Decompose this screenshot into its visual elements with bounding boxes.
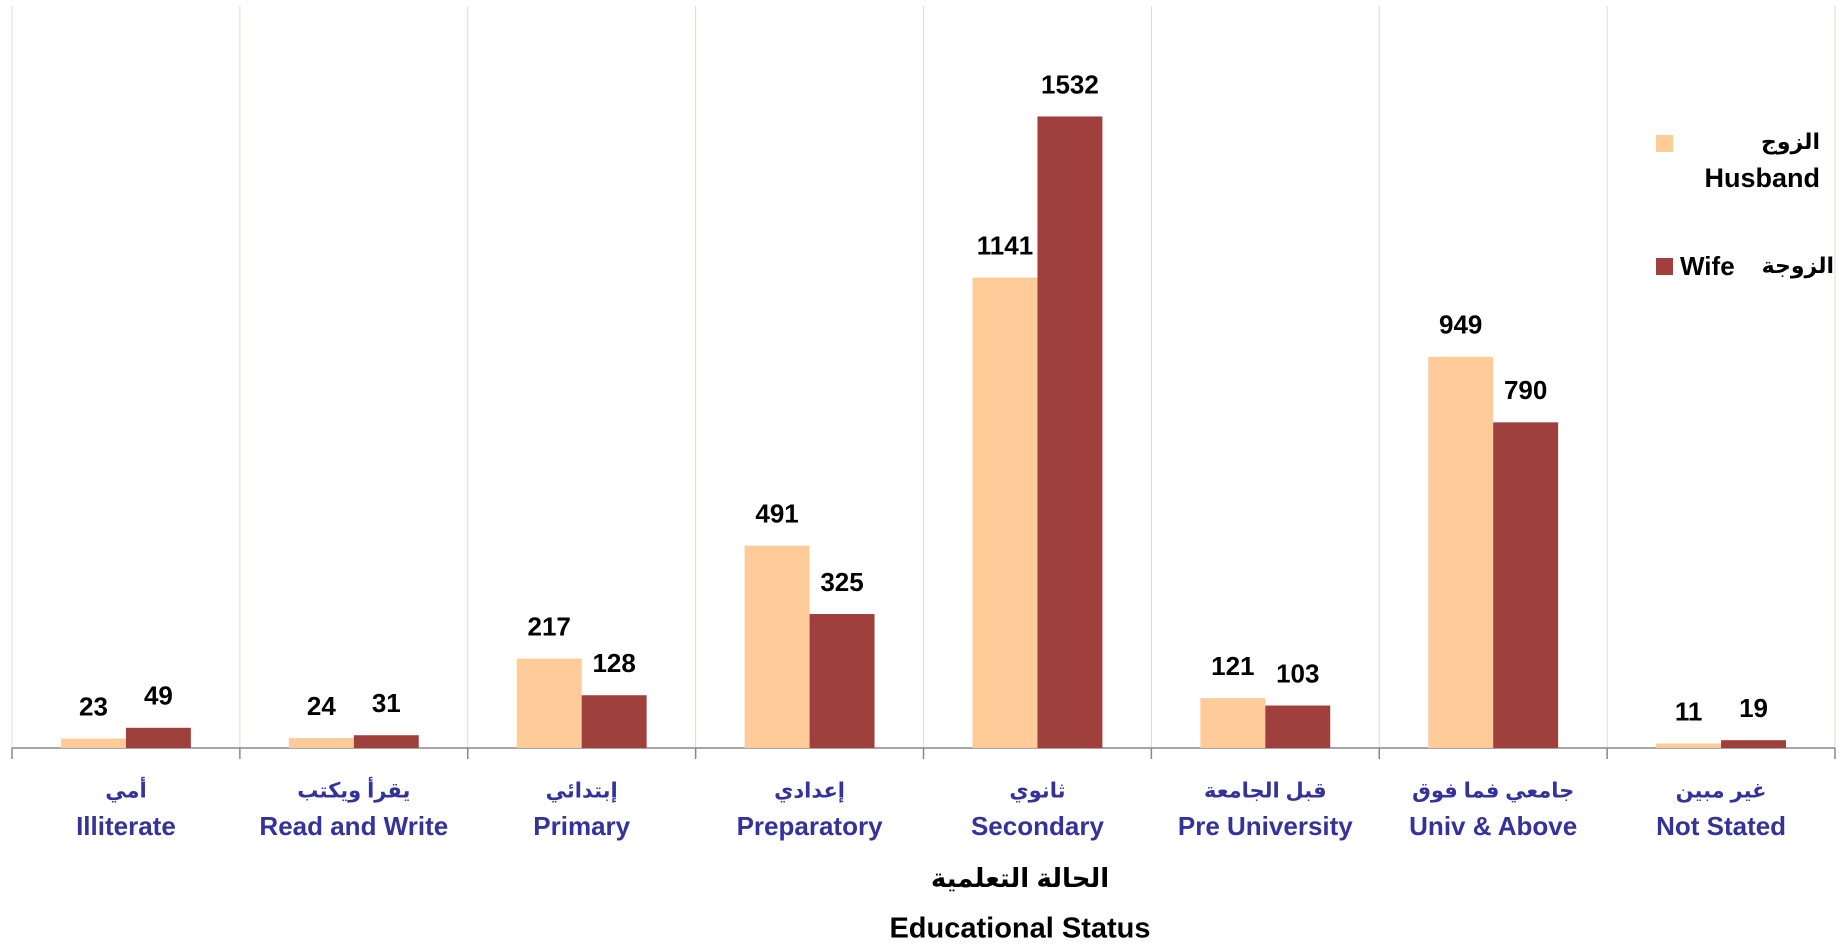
x-tick-label: Primary: [533, 811, 630, 841]
x-tick-label: Secondary: [971, 811, 1104, 841]
x-tick-label: Read and Write: [259, 811, 448, 841]
data-label: 128: [592, 648, 635, 678]
x-axis-title: Educational Status: [889, 913, 1150, 945]
x-tick-label: Pre University: [1178, 811, 1353, 841]
data-label: 31: [372, 688, 401, 718]
bar: [516, 658, 582, 748]
bar: [1656, 743, 1722, 748]
data-label: 103: [1276, 658, 1319, 688]
data-label: 949: [1439, 310, 1482, 340]
bar: [972, 277, 1038, 748]
bar: [353, 735, 419, 748]
bar: [60, 738, 126, 748]
data-label: 19: [1739, 693, 1768, 723]
x-tick-label-ar: إبتدائي: [546, 780, 618, 803]
x-tick-label-ar: يقرأ ويكتب: [297, 776, 410, 803]
data-label: 121: [1211, 651, 1254, 681]
data-label: 790: [1504, 375, 1547, 405]
bar: [1428, 356, 1494, 748]
legend-label-ar: الزوجة: [1762, 253, 1834, 279]
x-tick-label: Univ & Above: [1409, 811, 1577, 841]
x-tick-label-ar: غير مبين: [1676, 780, 1767, 803]
legend-label-ar: الزوج: [1761, 129, 1820, 155]
bar: [1265, 705, 1331, 748]
x-tick-label-ar: أمي: [105, 776, 146, 803]
bar: [288, 738, 354, 748]
bar: [125, 727, 191, 748]
legend-swatch: [1656, 135, 1673, 152]
bar: [1200, 698, 1266, 748]
data-label: 1141: [977, 231, 1033, 261]
x-tick-label: Preparatory: [737, 811, 883, 841]
legend-swatch: [1656, 258, 1673, 275]
x-tick-label-ar: ثانوي: [1009, 780, 1065, 804]
bar: [581, 695, 647, 748]
data-label: 325: [820, 567, 863, 597]
data-label: 1532: [1041, 69, 1099, 99]
bar: [809, 614, 875, 748]
data-label: 491: [755, 498, 798, 528]
bar: [1721, 740, 1787, 748]
data-label: 23: [79, 691, 108, 721]
x-axis-title-ar: الحالة التعلمية: [931, 863, 1109, 893]
bar: [1493, 422, 1559, 748]
bar: [1037, 116, 1103, 748]
x-tick-label: Illiterate: [76, 811, 176, 841]
legend-label: Wife: [1680, 251, 1735, 281]
x-tick-label: Not Stated: [1656, 811, 1786, 841]
data-label: 217: [528, 611, 571, 641]
x-tick-label-ar: جامعي فما فوق: [1412, 780, 1574, 803]
bar: [744, 545, 810, 748]
x-tick-label-ar: قبل الجامعة: [1204, 780, 1327, 803]
data-label: 49: [144, 681, 173, 711]
x-tick-label-ar: إعدادي: [774, 780, 845, 804]
data-label: 11: [1675, 696, 1703, 726]
data-label: 24: [307, 691, 336, 721]
legend-label: Husband: [1704, 163, 1820, 193]
